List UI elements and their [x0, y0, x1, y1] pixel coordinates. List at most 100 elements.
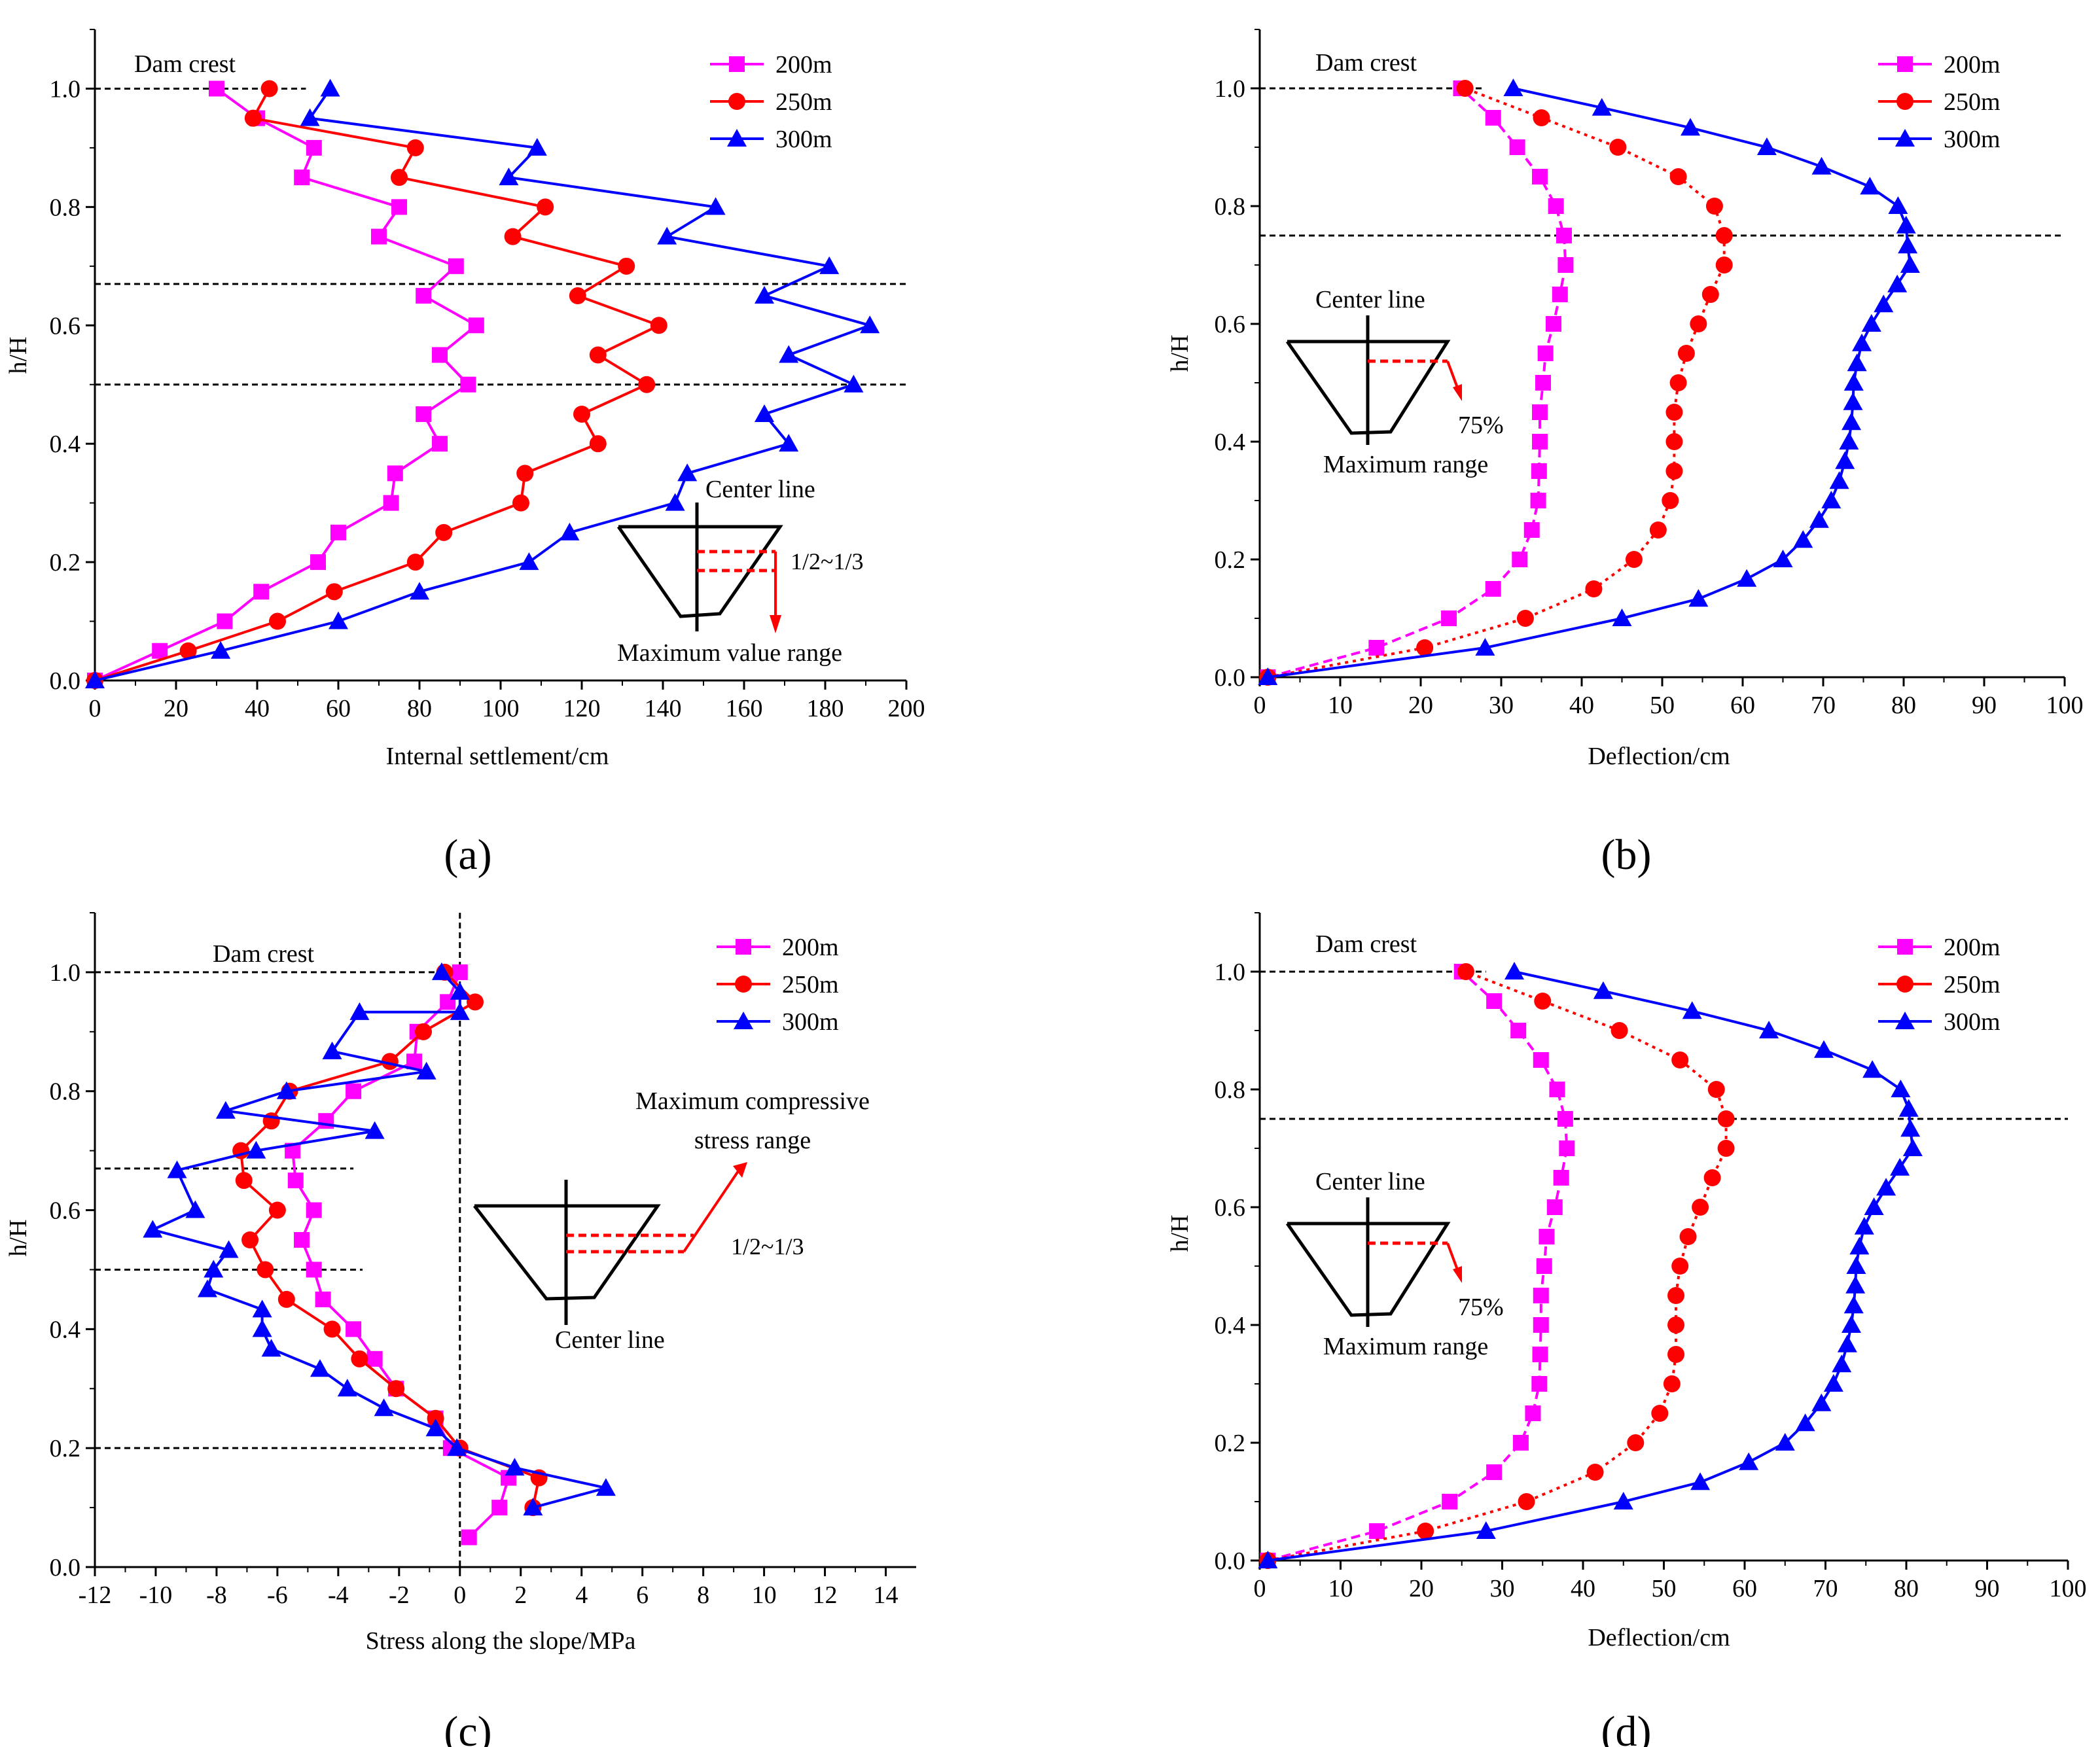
panel-a-legend-250m-label: 250m	[775, 88, 832, 116]
panel-c-series-300m-point	[505, 1458, 525, 1476]
panel-a-series-200m-point	[217, 613, 233, 629]
panel-b-series-250m-point	[1585, 580, 1603, 597]
panel-a-series-250m-point	[269, 612, 286, 630]
panel-c-series-200m-point	[452, 964, 468, 980]
panel-c-series-300m-point	[431, 962, 452, 980]
panel-d-series-200m-point	[1525, 1405, 1541, 1421]
panel-a-ytick-label: 0.6	[50, 312, 81, 340]
panel-a-series-250m-point	[573, 405, 590, 423]
panel-a-series-200m-point	[209, 80, 224, 97]
panel-a-series-300m-point	[527, 137, 547, 156]
panel-d-ytick-label: 0.8	[1215, 1076, 1246, 1104]
panel-c-series-200m-point	[461, 1529, 477, 1545]
panel-b-xtick-label: 10	[1328, 692, 1353, 719]
panel-a-ytick-label: 0.0	[50, 667, 81, 695]
panel-d-series-200m-point	[1533, 1052, 1549, 1068]
panel-a-xtick-label: 200	[888, 695, 925, 722]
panel-b-series-300m-point	[1821, 491, 1842, 508]
panel-b-series-200m-point	[1485, 110, 1501, 126]
panel-c-series-250m-point	[257, 1261, 274, 1279]
panel-c-legend-250m-label: 250m	[782, 971, 839, 998]
panel-a-series-250m-point	[537, 198, 554, 216]
panel-d-annotation-percent: 75%	[1458, 1294, 1504, 1321]
panel-b-series-200m-point	[1509, 139, 1525, 155]
panel-b-series-300m-point	[1756, 137, 1777, 155]
panel-a-xtick-label: 120	[563, 695, 601, 722]
panel-d-ytick-label: 0.6	[1215, 1194, 1246, 1222]
panel-d-series-200m-point	[1546, 1199, 1563, 1215]
panel-d-ytick-label: 1.0	[1215, 959, 1246, 986]
panel-a-series-300m-point	[755, 404, 774, 422]
panel-d-series-200m-point	[1442, 1494, 1458, 1509]
panel-d-series-300m-point	[1759, 1021, 1779, 1038]
panel-b-series-250m-point	[1665, 404, 1683, 421]
panel-c-series-300m-point	[204, 1260, 224, 1278]
panel-b-series-200m-point	[1368, 640, 1385, 656]
panel-b-series-200m-point	[1532, 404, 1548, 420]
panel-b-xtick-label: 60	[1730, 692, 1755, 719]
panel-a-series-300m-point	[657, 226, 677, 245]
panel-d-ylabel: h/H	[1166, 1215, 1194, 1252]
panel-d-series-300m-point	[1258, 1551, 1278, 1568]
panel-b-series-300m-point	[1896, 215, 1916, 234]
panel-c-annotation-center-line: Center line	[555, 1326, 665, 1354]
panel-b-series-250m-point	[1669, 374, 1687, 391]
panel-d-series-200m-point	[1533, 1288, 1549, 1303]
panel-b-xtick-label: 30	[1489, 692, 1514, 719]
panel-b-series-200m-point	[1532, 434, 1548, 450]
panel-b-series-200m-point	[1530, 493, 1546, 508]
panel-b-xtick-label: 50	[1650, 692, 1675, 719]
panel-b-series-200m-point	[1545, 316, 1561, 332]
panel-d-series-300m-point	[1775, 1433, 1795, 1451]
panel-c-series-250m-point	[415, 1023, 432, 1040]
panel-b-xlabel: Deflection/cm	[1588, 743, 1730, 770]
panel-a-xtick-label: 80	[407, 695, 432, 722]
panel-a-series-300m-point	[329, 611, 348, 629]
panel-a-series-300m-point	[410, 582, 429, 600]
panel-a-series-200m-point	[391, 199, 407, 215]
panel-b-dam-schematic	[1285, 315, 1462, 445]
panel-a-xtick-label: 140	[645, 695, 682, 722]
panel-a-series-200m-point	[460, 376, 476, 393]
panel-b-label: (b)	[1601, 831, 1652, 879]
panel-b-series-300m-point	[1843, 392, 1863, 410]
panel-b-series-200m-point	[1552, 287, 1568, 302]
panel-c-xtick-label: -4	[328, 1581, 349, 1609]
panel-d-xtick-label: 0	[1254, 1575, 1266, 1602]
panel-d-series-250m-point	[1534, 993, 1552, 1010]
panel-c-series-250m-point	[241, 1231, 259, 1248]
panel-c-series-300m-point	[349, 1002, 370, 1020]
panel-a-series-200m-point	[310, 554, 326, 571]
panel-c-annotation-range: 1/2~1/3	[731, 1233, 804, 1260]
panel-d-series-300m-point	[1854, 1216, 1874, 1235]
panel-b-series-250m-point	[1669, 168, 1687, 185]
panel-a-xlabel: Internal settlement/cm	[386, 743, 609, 770]
panel-a-xtick-label: 0	[89, 695, 101, 722]
panel-b-series-300m-point	[1809, 510, 1829, 528]
panel-a-series-250m-point	[325, 583, 343, 601]
panel-c-series-250m-point	[427, 1409, 444, 1427]
panel-c-series-300m-point	[450, 1002, 470, 1020]
panel-b-series-250m-point	[1665, 463, 1683, 480]
panel-c-xtick-label: 2	[514, 1581, 527, 1609]
panel-d-xtick-label: 100	[2050, 1575, 2087, 1602]
panel-d-series-300m-point	[1504, 962, 1525, 979]
panel-d-data-layer: 0 10 20 30 40 50 60 70 80 90 100 0.0 0.2 0.4 0.6 0.8 1.0	[1215, 912, 2087, 1602]
panel-d-dam-schematic	[1285, 1197, 1462, 1327]
panel-a-ytick-label: 0.2	[50, 549, 81, 576]
panel-a-series-200m-point	[383, 495, 399, 511]
panel-a-legend-300m-marker	[727, 129, 747, 147]
panel-d-series-300m-point	[1682, 1001, 1702, 1019]
panel-b-series-250m-point	[1705, 198, 1723, 215]
panel-c-series-250m-point	[235, 1172, 253, 1190]
panel-c-xtick-label: 6	[636, 1581, 649, 1609]
panel-b-series-200m-point	[1535, 375, 1551, 391]
panel-c-series-200m-point	[366, 1350, 383, 1367]
panel-d-series-200m-point	[1549, 1082, 1565, 1097]
panel-c-series-300m-point	[261, 1339, 281, 1357]
panel-b-annotation-center-line: Center line	[1315, 286, 1425, 313]
panel-d-xtick-label: 40	[1571, 1575, 1595, 1602]
panel-b-series-300m-point	[1773, 550, 1793, 567]
panel-a-series-250m-point	[406, 554, 424, 571]
